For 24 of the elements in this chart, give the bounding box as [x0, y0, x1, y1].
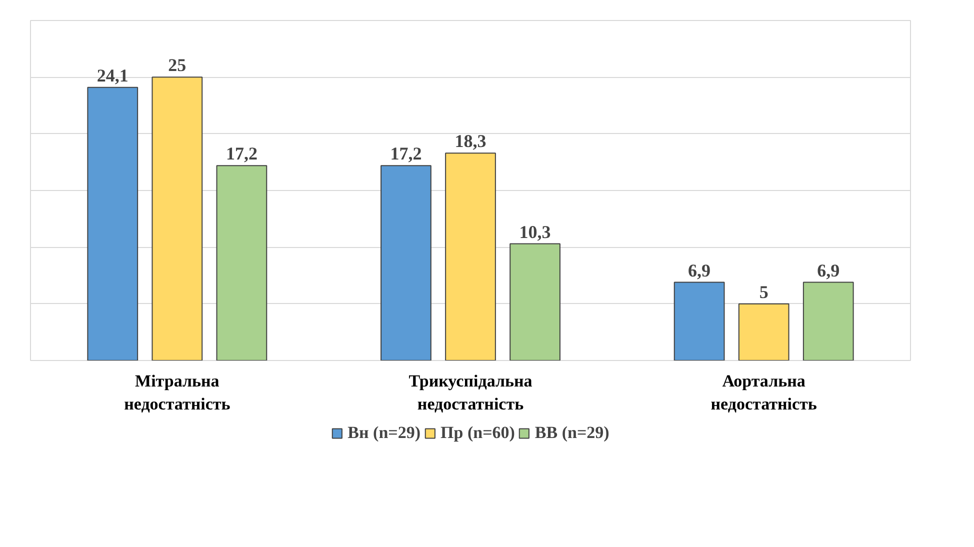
data-label: 24,1 — [96, 65, 128, 86]
x-tick-label: Мітральна недостатність — [124, 372, 230, 414]
data-label: 18,3 — [454, 131, 486, 152]
bar — [674, 282, 725, 360]
bar — [445, 152, 496, 360]
legend-label: Вн (n=29) — [348, 423, 421, 443]
bar — [152, 76, 203, 360]
bar — [216, 165, 268, 360]
legend-label: Пр (n=60) — [440, 423, 515, 443]
bar — [738, 303, 790, 360]
data-label: 6,9 — [688, 260, 711, 280]
bar — [802, 282, 854, 360]
data-label: 6,9 — [817, 260, 840, 280]
data-label: 25 — [168, 55, 186, 76]
data-label: 17,2 — [390, 144, 422, 164]
bar — [510, 243, 560, 360]
x-tick-label: Аортальна недостатність — [710, 372, 817, 414]
data-label: 5 — [759, 282, 768, 302]
x-tick-label: Трикуспідальна недостатність — [408, 372, 533, 414]
bar — [87, 86, 138, 360]
bar — [380, 165, 432, 360]
legend-label: ВВ (n=29) — [534, 423, 610, 443]
data-label: 17,2 — [226, 144, 258, 164]
data-label: 10,3 — [519, 222, 551, 242]
